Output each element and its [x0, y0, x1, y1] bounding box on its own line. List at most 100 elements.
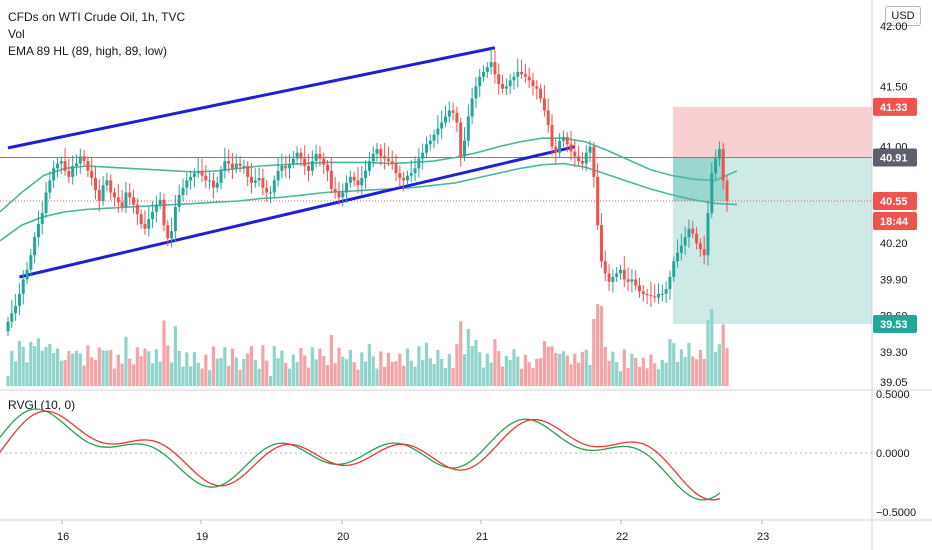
volume-bar — [379, 351, 383, 386]
candle-body — [40, 213, 44, 224]
candle — [409, 159, 413, 182]
candle-body — [679, 245, 683, 253]
candle — [147, 207, 151, 237]
candle-body — [200, 170, 204, 176]
volume-bar — [219, 358, 223, 386]
candle-body — [253, 180, 257, 183]
volume-bar — [478, 352, 482, 386]
candle — [113, 187, 117, 207]
candle-body — [398, 173, 402, 179]
candle-body — [348, 176, 352, 183]
volume-bar — [173, 326, 177, 386]
candle-body — [550, 124, 554, 147]
candle-body — [721, 149, 725, 181]
candle-body — [592, 146, 596, 177]
candle — [706, 200, 710, 266]
volume-bar — [527, 362, 531, 386]
volume-bar — [542, 341, 546, 386]
volume-bar — [466, 329, 470, 386]
ema-low-line — [0, 162, 738, 242]
volume-bar — [519, 368, 524, 386]
candle-body — [577, 156, 581, 162]
candle-body — [714, 158, 718, 174]
candle-body — [440, 122, 444, 129]
candle — [295, 146, 299, 166]
candle-body — [493, 62, 497, 75]
candle — [573, 139, 577, 167]
candle — [660, 284, 664, 302]
candle-body — [364, 170, 368, 179]
candle-body — [173, 207, 177, 232]
volume-bar — [489, 362, 493, 386]
candle — [356, 166, 360, 194]
price-tick-label: 40.20 — [880, 238, 908, 250]
candle-body — [611, 276, 615, 282]
volume-bar — [702, 359, 706, 386]
volume-bar — [409, 360, 413, 386]
candle-body — [52, 168, 56, 181]
time-tick-label: 21 — [476, 531, 488, 543]
candle — [82, 150, 86, 166]
volume-bar — [611, 351, 615, 386]
candle-body — [230, 163, 234, 169]
currency-button[interactable]: USD — [885, 6, 921, 26]
volume-bar — [641, 357, 645, 386]
candle-body — [322, 158, 326, 165]
volume-bar — [44, 346, 48, 386]
candle-body — [421, 152, 425, 159]
volume-bar — [192, 352, 197, 386]
candle-body — [413, 168, 417, 174]
volume-bar — [21, 346, 25, 386]
candle — [436, 115, 440, 144]
candle — [314, 144, 318, 168]
volume-bar — [417, 346, 421, 386]
candle — [181, 178, 185, 202]
price-tag-entry — [873, 148, 917, 167]
volume-bar — [223, 347, 227, 386]
candle — [139, 209, 143, 229]
candle-body — [523, 74, 527, 77]
candle-body — [288, 163, 292, 169]
rvgi-tick-label: 0.5000 — [876, 389, 910, 401]
candle — [714, 149, 718, 180]
candle-body — [227, 161, 231, 164]
volume-bar — [390, 361, 394, 386]
candle — [318, 146, 322, 167]
candle-body — [599, 225, 603, 262]
candle-body — [402, 178, 406, 181]
volume-bar — [592, 319, 596, 386]
candle — [383, 142, 387, 170]
candle — [413, 156, 417, 181]
candle-body — [424, 144, 428, 153]
candle-body — [638, 285, 642, 292]
candle-body — [310, 161, 314, 171]
volume-bar — [573, 353, 577, 386]
candle-body — [82, 156, 86, 162]
candle — [596, 163, 600, 230]
volume-bar — [268, 376, 273, 386]
candle — [192, 168, 196, 188]
volume-bar — [257, 368, 261, 386]
candle — [128, 183, 132, 206]
candle-body — [196, 170, 200, 174]
candle-body — [660, 293, 664, 295]
candle — [474, 77, 478, 108]
ema-legend-label: EMA 89 HL (89, high, 89, low) — [8, 44, 167, 58]
candle-body — [516, 71, 520, 77]
candle — [170, 217, 174, 248]
candle — [691, 220, 695, 239]
candle-body — [299, 152, 303, 159]
volume-bar — [500, 366, 505, 386]
volume-bar — [371, 356, 375, 386]
volume-bar — [607, 360, 611, 386]
candle-body — [596, 176, 600, 226]
candle-body — [394, 163, 398, 174]
candle-body — [630, 279, 634, 282]
candle-body — [531, 80, 535, 87]
candle — [390, 150, 394, 170]
candle — [539, 83, 543, 104]
candle-body — [71, 165, 75, 177]
volume-bar — [710, 309, 714, 386]
candle — [109, 174, 113, 201]
